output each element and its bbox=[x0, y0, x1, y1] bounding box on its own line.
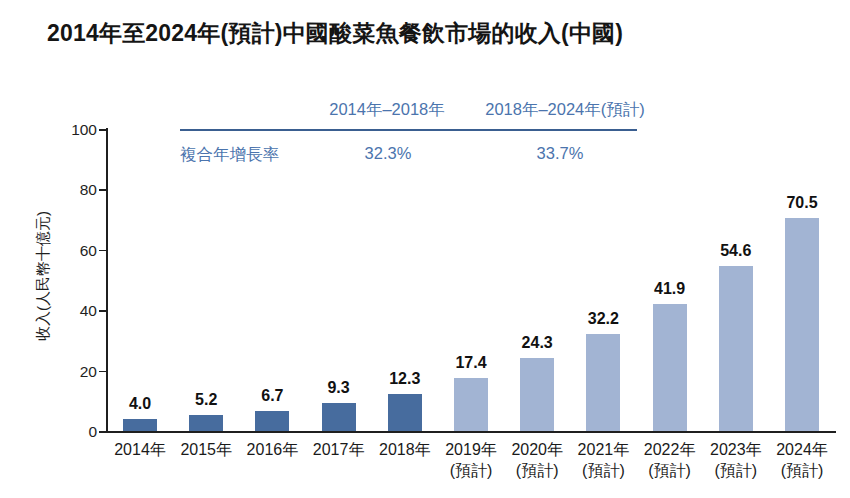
cagr-value-2: 33.7% bbox=[500, 144, 620, 166]
bar-value-label: 17.4 bbox=[439, 354, 503, 372]
bar-value-label: 70.5 bbox=[770, 194, 834, 212]
x-axis-label-forecast-suffix: (預計) bbox=[760, 460, 844, 481]
bar-value-label: 6.7 bbox=[240, 387, 304, 405]
y-tick-label: 100 bbox=[57, 120, 97, 140]
y-tick-mark bbox=[99, 310, 106, 312]
bar-value-label: 32.2 bbox=[571, 310, 635, 328]
bar-actual bbox=[388, 394, 422, 431]
bar-actual bbox=[322, 403, 356, 431]
y-tick-mark bbox=[99, 431, 106, 433]
bar-value-label: 54.6 bbox=[704, 242, 768, 260]
y-tick-mark bbox=[99, 371, 106, 373]
bar-value-label: 24.3 bbox=[505, 334, 569, 352]
y-axis-title: 收入(人民幣十億元) bbox=[34, 166, 54, 386]
bar-value-label: 12.3 bbox=[373, 370, 437, 388]
y-tick-label: 0 bbox=[57, 422, 97, 442]
y-tick-label: 20 bbox=[57, 362, 97, 382]
bar-forecast bbox=[785, 218, 819, 431]
bar-value-label: 4.0 bbox=[108, 395, 172, 413]
y-tick-mark bbox=[99, 129, 106, 131]
y-tick-label: 40 bbox=[57, 301, 97, 321]
cagr-value-1: 32.3% bbox=[328, 144, 448, 166]
bar-actual bbox=[255, 411, 289, 431]
y-tick-label: 60 bbox=[57, 241, 97, 261]
chart-title: 2014年至2024年(預計)中國酸菜魚餐飲市場的收入(中國) bbox=[47, 18, 827, 49]
x-axis-line bbox=[106, 431, 836, 433]
bar-forecast bbox=[586, 334, 620, 431]
y-axis-line bbox=[106, 128, 108, 432]
bar-forecast bbox=[454, 378, 488, 431]
bar-forecast bbox=[719, 266, 753, 431]
y-tick-mark bbox=[99, 250, 106, 252]
bar-value-label: 9.3 bbox=[307, 379, 371, 397]
bar-value-label: 5.2 bbox=[174, 391, 238, 409]
x-axis-label-year: 2024年 bbox=[760, 439, 844, 460]
bar-value-label: 41.9 bbox=[638, 280, 702, 298]
cagr-period-label-2: 2018年–2024年(預計) bbox=[435, 99, 695, 121]
chart-figure: 2014年至2024年(預計)中國酸菜魚餐飲市場的收入(中國) 2014年–20… bbox=[0, 0, 850, 498]
cagr-row-label: 複合年增長率 bbox=[180, 144, 320, 166]
cagr-divider-rule bbox=[180, 129, 637, 131]
y-tick-mark bbox=[99, 189, 106, 191]
bar-actual bbox=[123, 419, 157, 431]
bar-forecast bbox=[520, 358, 554, 431]
bar-forecast bbox=[653, 304, 687, 431]
bar-actual bbox=[189, 415, 223, 431]
x-axis-label: 2024年(預計) bbox=[760, 439, 844, 481]
y-tick-label: 80 bbox=[57, 180, 97, 200]
